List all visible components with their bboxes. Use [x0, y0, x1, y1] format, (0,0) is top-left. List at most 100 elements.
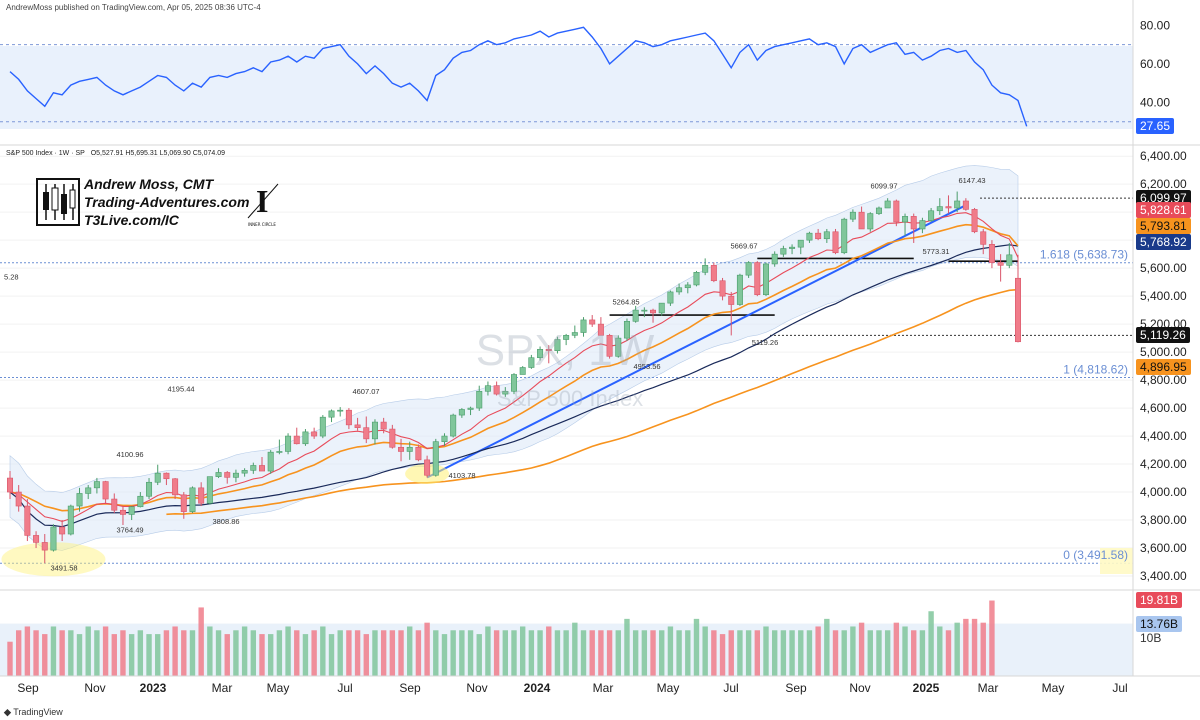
- pivot-annotation: 6147.43: [958, 176, 985, 185]
- axes: 6,400.006,200.006,000.005,800.005,600.00…: [17, 18, 1187, 695]
- price-tick-label: 5,400.00: [1140, 289, 1187, 303]
- volume-bar: [111, 634, 117, 676]
- candle-body: [319, 416, 326, 437]
- pivot-annotation: 5119.26: [752, 338, 779, 347]
- pivot-annotation: 4100.96: [116, 450, 143, 459]
- candle-body: [189, 487, 196, 512]
- time-tick-label: Mar: [978, 681, 999, 695]
- volume-bar: [42, 634, 48, 676]
- candle-body: [736, 274, 743, 305]
- volume-bar: [198, 607, 204, 676]
- candle-body: [597, 323, 604, 336]
- candle-body: [849, 211, 856, 220]
- volume-bar: [511, 630, 517, 676]
- logo-line-ic: T3Live.com/IC: [84, 212, 179, 228]
- candle-body: [111, 498, 118, 511]
- volume-bar: [415, 630, 422, 676]
- candle-body: [128, 506, 135, 515]
- volume-bar: [589, 630, 595, 676]
- candle-body: [41, 542, 48, 551]
- time-tick-label: May: [267, 681, 290, 695]
- price-tick-label: 4,800.00: [1140, 373, 1187, 387]
- volume-bar: [945, 630, 952, 676]
- candle-body: [198, 487, 205, 504]
- volume-bar: [389, 630, 396, 676]
- volume-bar: [902, 626, 908, 676]
- candle-body: [962, 200, 969, 210]
- tradingview-footer: ◆ TradingView: [4, 707, 63, 718]
- time-tick-label: Nov: [466, 681, 487, 695]
- candle-body: [180, 494, 187, 512]
- low-highlight-ellipse: [1, 542, 106, 577]
- candle-body: [476, 390, 483, 409]
- candle-body: [206, 476, 213, 504]
- volume-bar: [937, 626, 943, 676]
- price-scale-label: 5,828.61: [1136, 202, 1191, 218]
- candle-body: [380, 421, 387, 430]
- candle-body: [919, 220, 926, 230]
- candle-body: [954, 200, 961, 209]
- fib-level-label: 1 (4,818.62): [1063, 362, 1128, 376]
- candle-body: [450, 414, 457, 437]
- candle-body: [997, 262, 1004, 266]
- volume-bar: [215, 630, 222, 676]
- price-scale-label: 4,896.95: [1136, 358, 1191, 375]
- volume-bar: [441, 634, 448, 676]
- logo-line-site: Trading-Adventures.com: [84, 194, 250, 210]
- ohlc-close: 5,074.09: [197, 150, 226, 157]
- volume-bar: [754, 630, 761, 676]
- candle-body: [719, 280, 726, 297]
- candle-body: [232, 472, 239, 478]
- volume-bar: [476, 634, 482, 676]
- volume-bar: [433, 630, 439, 676]
- candle-body: [102, 481, 109, 500]
- candle-body: [389, 428, 396, 448]
- candle-body: [406, 446, 413, 452]
- volume-bar: [841, 630, 847, 676]
- symbol-legend[interactable]: S&P 500 Index · 1W · SP O5,527.91 H5,695…: [6, 150, 225, 157]
- candle-body: [511, 374, 517, 392]
- candle-body: [93, 481, 100, 489]
- candle-body: [606, 335, 613, 357]
- candle-body: [259, 465, 265, 472]
- candle-body: [589, 319, 596, 325]
- volume-bar: [450, 630, 456, 676]
- price-scale-label: 5,119.26: [1136, 327, 1190, 344]
- candle-body: [789, 246, 796, 249]
- rsi-tick-label: 80.00: [1140, 18, 1170, 32]
- published-line: AndrewMoss published on TradingView.com,…: [6, 3, 261, 12]
- pivot-annotation: 3764.49: [116, 526, 143, 535]
- candle-body: [884, 200, 891, 209]
- volume-bar: [24, 626, 31, 676]
- price-tick-label: 4,400.00: [1140, 429, 1187, 443]
- volume-bar: [354, 630, 361, 676]
- volume-bar: [858, 622, 865, 676]
- volume-bar: [302, 634, 309, 676]
- rsi-line: [9, 26, 1028, 127]
- candle-body: [684, 284, 691, 289]
- volume-bar: [155, 634, 161, 676]
- volume-bar: [685, 630, 691, 676]
- volume-bar: [398, 630, 404, 676]
- candle-body: [302, 431, 309, 445]
- annotations: SPX, 1W S&P 500 Index 5.28 4100.96 4195.44 37…: [4, 176, 1128, 573]
- price-tick-label: 3,400.00: [1140, 569, 1187, 583]
- candles-logo-icon: [36, 178, 80, 226]
- time-tick-label: Mar: [593, 681, 614, 695]
- candle-body: [702, 265, 709, 273]
- candle-body: [241, 470, 248, 474]
- price-tick-label: 4,200.00: [1140, 457, 1187, 471]
- candle-body: [337, 409, 344, 412]
- candle-body: [293, 435, 300, 445]
- candle-body: [988, 244, 995, 263]
- time-tick-label: 2025: [913, 681, 940, 695]
- candle-body: [945, 206, 952, 209]
- price-tick-label: 6,200.00: [1140, 177, 1187, 191]
- candle-body: [858, 211, 865, 230]
- volume-bar: [467, 630, 474, 676]
- candle-body: [154, 472, 161, 483]
- candle-body: [215, 472, 222, 477]
- candle-body: [867, 213, 874, 230]
- candle-body: [823, 231, 830, 240]
